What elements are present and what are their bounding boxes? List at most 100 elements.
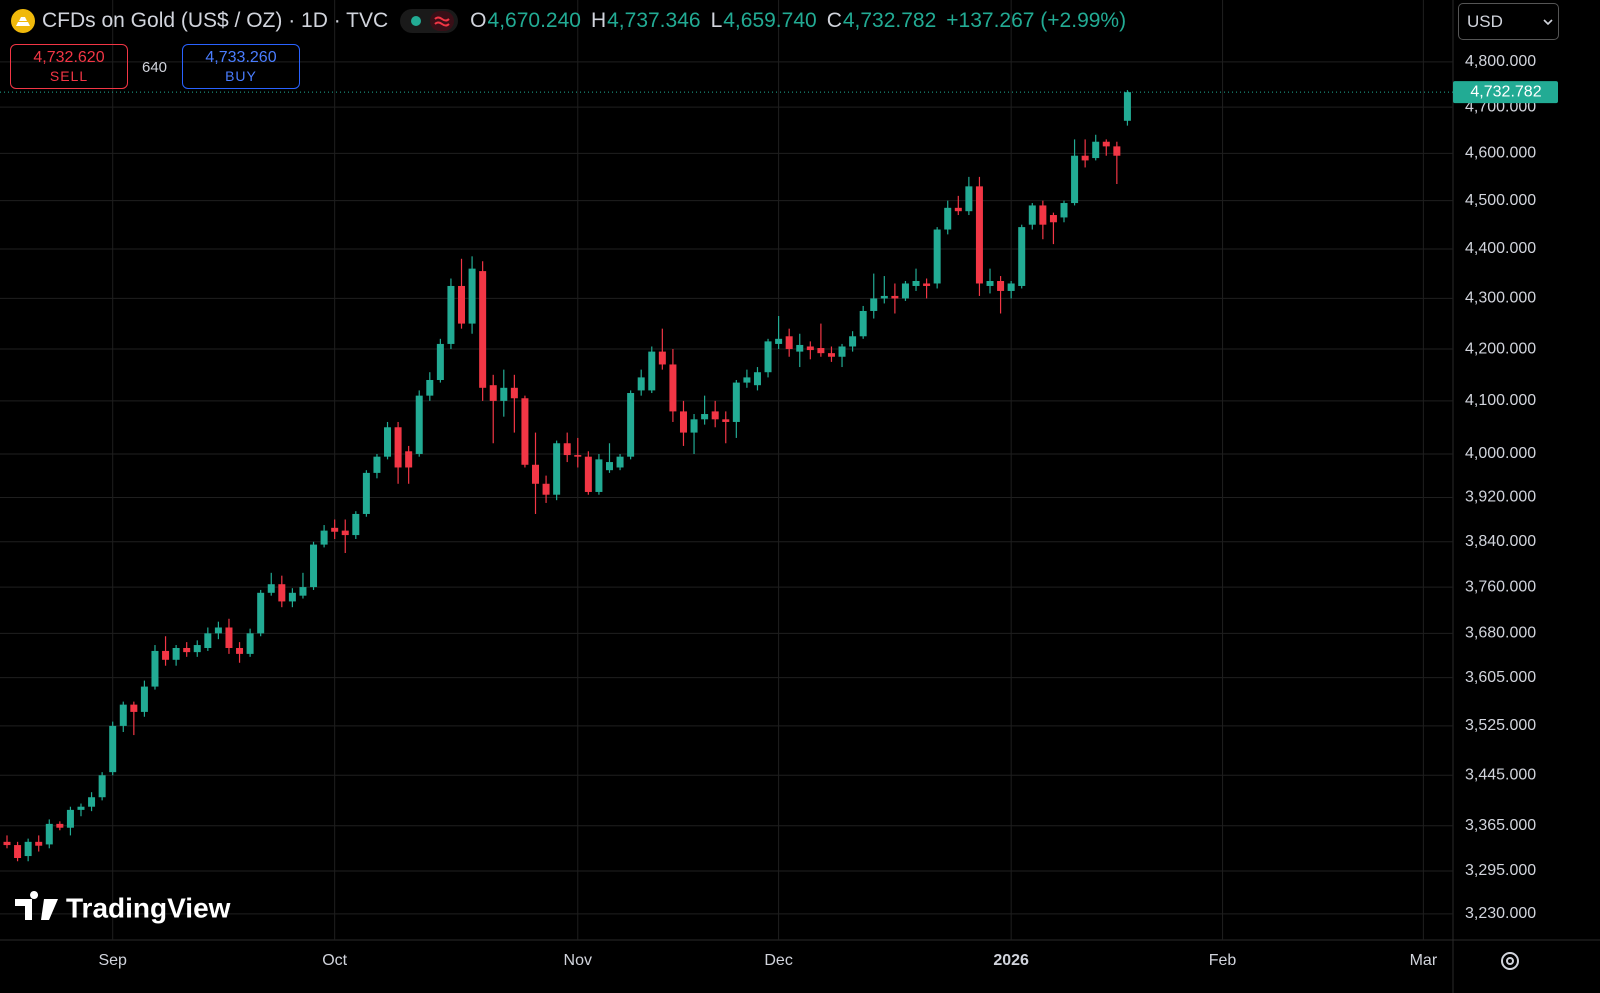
candle-body	[669, 364, 677, 412]
settings-icon[interactable]	[1501, 952, 1519, 970]
candle-body	[701, 414, 709, 420]
sell-button[interactable]: 4,732.620 SELL	[10, 44, 128, 89]
candle-body	[1081, 155, 1089, 161]
symbol-icon	[11, 9, 35, 33]
currency-select[interactable]: USD	[1458, 3, 1559, 40]
candle-body	[775, 338, 783, 344]
candle-body	[500, 387, 508, 401]
buy-button[interactable]: 4,733.260 BUY	[182, 44, 300, 89]
candle-body	[257, 592, 265, 634]
x-tick-label: 2026	[993, 952, 1029, 969]
symbol-title: CFDs on Gold (US$ / OZ) · 1D · TVC	[42, 9, 389, 32]
logo-icon	[15, 891, 58, 920]
candle-body	[1060, 203, 1068, 218]
candle-body	[1049, 215, 1057, 223]
candle-body	[98, 775, 106, 798]
buy-label: BUY	[225, 68, 257, 84]
y-tick-label: 4,500.000	[1465, 192, 1536, 209]
delay-icon	[434, 16, 450, 27]
x-tick-label: Sep	[98, 952, 127, 969]
candle-body	[711, 411, 719, 420]
candle-body	[722, 419, 730, 422]
candle-body	[405, 451, 413, 468]
candle-body	[679, 411, 687, 433]
candle-body	[426, 379, 434, 396]
y-tick-label: 4,100.000	[1465, 392, 1536, 409]
candle-body	[1018, 227, 1026, 286]
candle-body	[140, 686, 148, 712]
candle-body	[933, 229, 941, 284]
candle-body	[595, 459, 603, 492]
chevron	[1543, 19, 1553, 26]
candle-body	[859, 310, 867, 337]
candle-body	[299, 587, 307, 596]
candle-body	[616, 456, 624, 468]
candle-body	[743, 377, 751, 383]
y-tick-label: 3,840.000	[1465, 533, 1536, 550]
candle-body	[66, 809, 74, 828]
candle-body	[1028, 205, 1036, 225]
candle-body	[923, 283, 931, 286]
market-open-dot	[411, 16, 422, 26]
x-tick-label: Dec	[764, 952, 792, 969]
candle-body	[838, 346, 846, 357]
candle-body	[690, 419, 698, 433]
y-tick-label: 3,760.000	[1465, 578, 1536, 595]
candle-body	[109, 725, 117, 773]
candle-body	[542, 483, 550, 495]
candle-body	[901, 283, 909, 299]
candle-body	[489, 385, 497, 401]
y-tick-label: 4,300.000	[1465, 290, 1536, 307]
candle-body	[880, 295, 888, 299]
candle-body	[384, 427, 392, 457]
candle-body	[214, 627, 222, 634]
candle-body	[436, 343, 444, 380]
ohlc-key: C	[826, 9, 842, 32]
candle-body	[394, 427, 402, 468]
gear-core	[1506, 957, 1514, 965]
candle-body	[24, 841, 32, 857]
candle-body	[827, 353, 835, 357]
y-tick-label: 3,920.000	[1465, 489, 1536, 506]
candle-body	[532, 464, 539, 484]
candle-body	[1113, 146, 1121, 156]
delay-bg	[430, 11, 455, 31]
candle-body	[288, 592, 296, 602]
candle-body	[605, 462, 613, 471]
candle-body	[77, 806, 85, 810]
y-tick-label: 4,200.000	[1465, 340, 1536, 357]
candle-body	[172, 647, 180, 660]
last-price-label: 4,732.782	[1470, 83, 1541, 100]
candle-body	[415, 395, 423, 454]
gear-ring	[1501, 952, 1519, 970]
y-tick-label: 3,680.000	[1465, 625, 1536, 642]
candle-body	[965, 186, 973, 212]
y-tick-label: 3,525.000	[1465, 717, 1536, 734]
candle-body	[56, 823, 64, 828]
candle-body	[1071, 155, 1079, 204]
ohlc-value: 4,670.240	[487, 9, 581, 32]
candle-body	[912, 280, 920, 286]
chevron-path	[1543, 19, 1553, 26]
candle-body	[1123, 92, 1131, 121]
candle-body	[753, 372, 761, 386]
candle-body	[278, 584, 286, 602]
x-tick-label: Oct	[322, 952, 347, 969]
candle-body	[130, 704, 138, 712]
y-tick-label: 4,800.000	[1465, 53, 1536, 70]
y-tick-label: 4,400.000	[1465, 240, 1536, 257]
candle-body	[732, 382, 740, 422]
candle-body	[975, 186, 983, 284]
candle-body	[785, 336, 793, 350]
candle-body	[849, 336, 857, 347]
candle-body	[1092, 141, 1100, 159]
candle-body	[986, 280, 994, 286]
grid	[0, 0, 1453, 940]
y-tick-label: 3,365.000	[1465, 817, 1536, 834]
candle-body	[648, 351, 656, 391]
candle-body	[1039, 205, 1047, 225]
candle-body	[193, 645, 201, 653]
status-pill	[400, 9, 459, 33]
buy-price: 4,733.260	[205, 49, 277, 66]
